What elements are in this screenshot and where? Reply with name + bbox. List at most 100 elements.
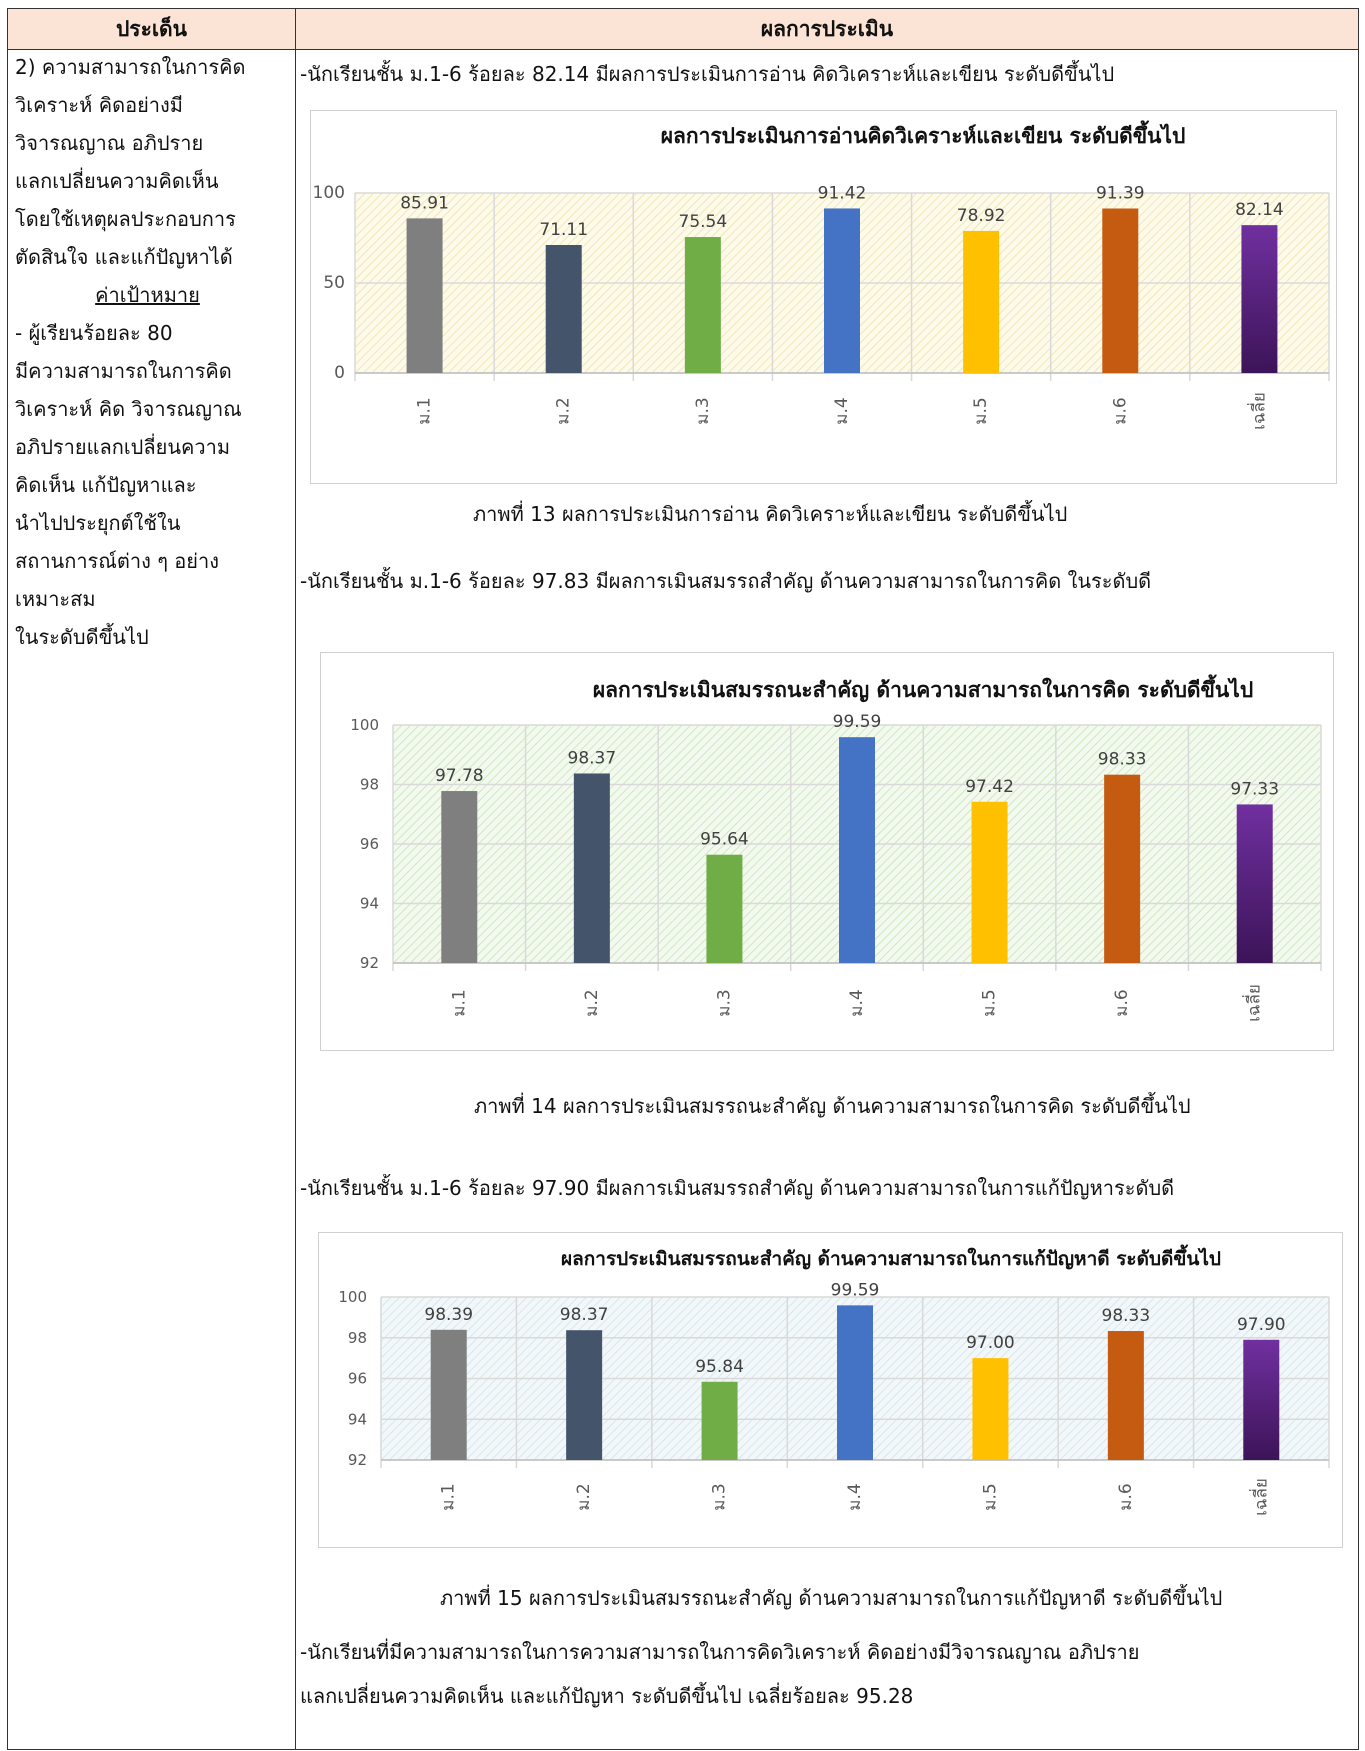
data-label: 85.91 (400, 193, 449, 213)
y-tick-label: 100 (313, 183, 345, 203)
chart-title: ผลการประเมินการอ่านคิดวิเคราะห์และเขียน … (661, 120, 1186, 148)
result-paragraph-2: -นักเรียนชั้น ม.1-6 ร้อยละ 97.83 มีผลการ… (300, 569, 1152, 593)
header-result: ผลการประเมิน (760, 17, 894, 41)
result-paragraph-4-line-1: -นักเรียนที่มีความสามารถในการความสามารถใ… (300, 1640, 1140, 1664)
bar-6 (1102, 208, 1139, 373)
chart-problem-solving: ผลการประเมินสมรรถนะสำคัญ ด้านความสามารถใ… (318, 1232, 1343, 1548)
y-tick-label: 92 (348, 1451, 367, 1469)
table-header: ประเด็น ผลการประเมิน (8, 9, 1358, 50)
issue-line: ตัดสินใจ และแก้ปัญหาได้ (15, 245, 233, 269)
category-label: เฉลี่ย (1246, 392, 1269, 430)
bar-1 (441, 791, 478, 963)
bar-7 (1236, 804, 1273, 963)
data-label: 98.33 (1098, 750, 1147, 770)
data-label: 99.59 (831, 1280, 880, 1300)
result-paragraph-4-line-2: แลกเปลี่ยนความคิดเห็น และแก้ปัญหา ระดับด… (300, 1684, 914, 1708)
category-label: ม.5 (980, 989, 1000, 1016)
data-label: 98.37 (560, 1305, 609, 1325)
bar-6 (1104, 774, 1141, 963)
category-label: ม.4 (847, 989, 867, 1016)
data-label: 95.64 (700, 830, 749, 850)
issue-line: 2) ความสามารถในการคิด (15, 55, 246, 79)
category-label: ม.6 (1110, 397, 1130, 424)
target-line: นำไปประยุกต์ใช้ใน (15, 511, 181, 535)
bar-5 (963, 230, 1000, 373)
category-label: ม.5 (971, 397, 991, 424)
y-tick-label: 0 (334, 363, 345, 383)
category-label: ม.5 (980, 1483, 1000, 1510)
chart-reading-svg: ผลการประเมินการอ่านคิดวิเคราะห์และเขียน … (313, 120, 1330, 430)
result-paragraph-3: -นักเรียนชั้น ม.1-6 ร้อยละ 97.90 มีผลการ… (300, 1176, 1175, 1200)
issue-column: 2) ความสามารถในการคิด วิเคราะห์ คิดอย่าง… (15, 48, 280, 656)
target-line: วิเคราะห์ คิด วิจารณญาณ (15, 397, 242, 421)
category-label: ม.1 (449, 989, 469, 1016)
y-tick-label: 100 (338, 1288, 367, 1306)
caption-14: ภาพที่ 14 ผลการประเมินสมรรถนะสำคัญ ด้านค… (474, 1094, 1191, 1118)
chart-title: ผลการประเมินสมรรถนะสำคัญ ด้านความสามารถใ… (593, 674, 1253, 703)
data-label: 75.54 (679, 212, 728, 232)
data-label: 91.39 (1096, 183, 1145, 203)
category-label: ม.1 (415, 397, 435, 424)
bar-1 (430, 1329, 467, 1460)
y-tick-label: 50 (323, 273, 345, 293)
target-line: อภิปรายแลกเปลี่ยนความ (15, 435, 231, 459)
caption-13: ภาพที่ 13 ผลการประเมินการอ่าน คิดวิเคราะ… (473, 502, 1068, 526)
category-label: ม.4 (832, 397, 852, 424)
data-label: 97.42 (965, 777, 1014, 797)
y-tick-label: 96 (348, 1370, 367, 1388)
category-label: เฉลี่ย (1248, 1478, 1271, 1516)
bar-7 (1243, 1339, 1280, 1460)
y-tick-label: 98 (360, 776, 379, 794)
bar-3 (701, 1381, 738, 1460)
data-label: 82.14 (1235, 200, 1284, 220)
bar-1 (406, 218, 443, 373)
data-label: 97.33 (1230, 779, 1279, 799)
data-label: 98.39 (424, 1305, 473, 1325)
bar-2 (545, 245, 582, 373)
issue-line: วิจารณญาณ อภิปราย (15, 131, 204, 155)
category-label: ม.1 (439, 1483, 459, 1510)
data-label: 98.37 (568, 748, 617, 768)
category-label: เฉลี่ย (1242, 984, 1265, 1022)
issue-line: โดยใช้เหตุผลประกอบการ (15, 207, 236, 231)
caption-15: ภาพที่ 15 ผลการประเมินสมรรถนะสำคัญ ด้านค… (440, 1586, 1223, 1610)
category-label: ม.3 (710, 1483, 730, 1510)
y-tick-label: 94 (348, 1410, 367, 1428)
target-line: สถานการณ์ต่าง ๆ อย่าง (15, 549, 220, 573)
y-tick-label: 94 (360, 895, 379, 913)
chart-title: ผลการประเมินสมรรถนะสำคัญ ด้านความสามารถใ… (561, 1244, 1221, 1270)
bar-7 (1241, 225, 1278, 373)
chart-thinking-svg: ผลการประเมินสมรรถนะสำคัญ ด้านความสามารถใ… (350, 674, 1322, 1022)
data-label: 97.90 (1237, 1315, 1286, 1335)
header-issue: ประเด็น (115, 17, 188, 41)
target-line: เหมาะสม (15, 587, 96, 611)
data-label: 71.11 (539, 220, 588, 240)
chart-problem-solving-svg: ผลการประเมินสมรรถนะสำคัญ ด้านความสามารถใ… (338, 1244, 1330, 1516)
data-label: 99.59 (833, 712, 882, 732)
bar-4 (837, 1305, 873, 1460)
y-tick-label: 100 (350, 716, 379, 734)
chart-thinking: ผลการประเมินสมรรถนะสำคัญ ด้านความสามารถใ… (320, 652, 1334, 1051)
category-label: ม.2 (554, 397, 574, 424)
target-line: คิดเห็น แก้ปัญหาและ (15, 473, 197, 497)
evaluation-table: ประเด็น ผลการประเมิน (7, 8, 1359, 1750)
y-tick-label: 98 (348, 1329, 367, 1347)
issue-line: วิเคราะห์ คิดอย่างมี (15, 93, 183, 117)
category-label: ม.3 (693, 397, 713, 424)
bar-5 (972, 1358, 1009, 1460)
target-line: มีความสามารถในการคิด (15, 359, 232, 383)
bar-3 (684, 237, 721, 373)
data-label: 97.78 (435, 766, 484, 786)
data-label: 95.84 (695, 1357, 744, 1377)
target-heading: ค่าเป้าหมาย (95, 283, 200, 307)
data-label: 97.00 (966, 1333, 1015, 1353)
category-label: ม.2 (574, 1483, 594, 1510)
data-label: 91.42 (818, 183, 867, 203)
category-label: ม.3 (714, 989, 734, 1016)
target-line: ในระดับดีขึ้นไป (15, 625, 149, 649)
target-line: - ผู้เรียนร้อยละ 80 (15, 321, 173, 345)
bar-2 (573, 773, 610, 963)
bar-4 (824, 208, 860, 373)
bar-4 (839, 737, 875, 963)
bar-5 (971, 801, 1008, 963)
